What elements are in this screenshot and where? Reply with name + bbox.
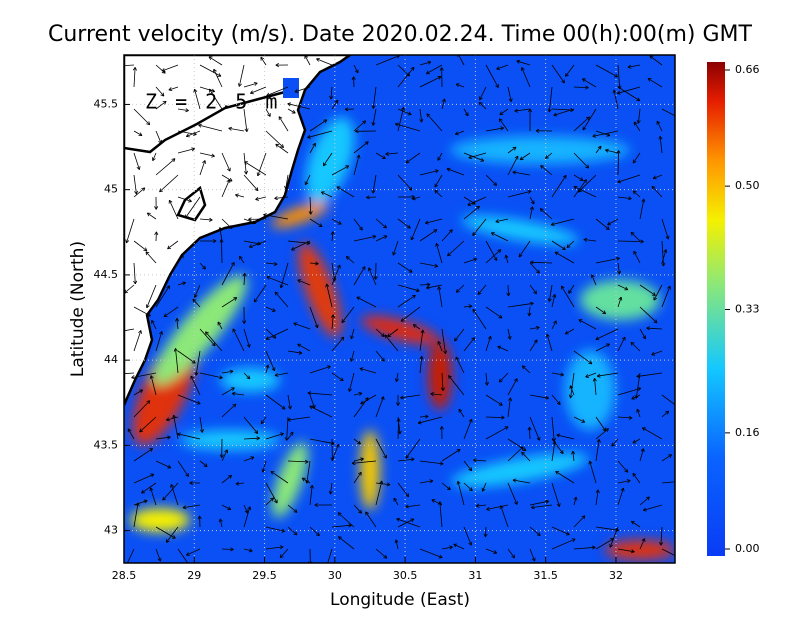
colorbar-tick-label: 0.50 (735, 179, 760, 192)
colorbar (707, 62, 725, 556)
y-tick-label: 45 (104, 183, 118, 196)
x-axis-label: Longitude (East) (330, 590, 470, 610)
arrow-head (680, 117, 683, 120)
y-tick-label: 44 (104, 353, 118, 366)
y-tick-label: 43.5 (94, 438, 119, 451)
colorbar-tick-label: 0.16 (735, 426, 760, 439)
y-axis-label: Latitude (North) (68, 241, 88, 377)
arrow-head (188, 565, 191, 568)
current-arrow (221, 239, 222, 263)
arrow-head (119, 372, 122, 375)
arrow-head (678, 407, 681, 410)
x-tick-label: 28.5 (112, 569, 137, 582)
x-tick-label: 30.5 (393, 569, 418, 582)
x-tick-label: 29 (187, 569, 201, 582)
arrow-head (326, 564, 329, 567)
y-tick-label: 45.5 (94, 97, 119, 110)
x-tick-label: 29.5 (252, 569, 277, 582)
current-arrow (222, 549, 233, 550)
y-tick-label: 43 (104, 524, 118, 537)
depth-annotation: Z = 2.5 m (145, 90, 280, 114)
x-tick-label: 31 (468, 569, 482, 582)
x-tick-label: 30 (328, 569, 342, 582)
colorbar-tick-label: 0.33 (735, 303, 760, 316)
arrow-head (117, 330, 120, 333)
current-arrow (529, 427, 530, 439)
chart-title: Current velocity (m/s). Date 2020.02.24.… (48, 22, 753, 47)
arrow-head (116, 64, 119, 67)
y-tick-label: 44.5 (94, 268, 119, 281)
x-tick-label: 32 (609, 569, 623, 582)
arrow-head (678, 556, 681, 559)
colorbar-tick-label: 0.00 (735, 542, 760, 555)
x-tick-label: 31.5 (533, 569, 558, 582)
velocity-field (116, 53, 683, 571)
current-arrow (508, 285, 509, 296)
colorbar-tick-label: 0.66 (735, 63, 760, 76)
